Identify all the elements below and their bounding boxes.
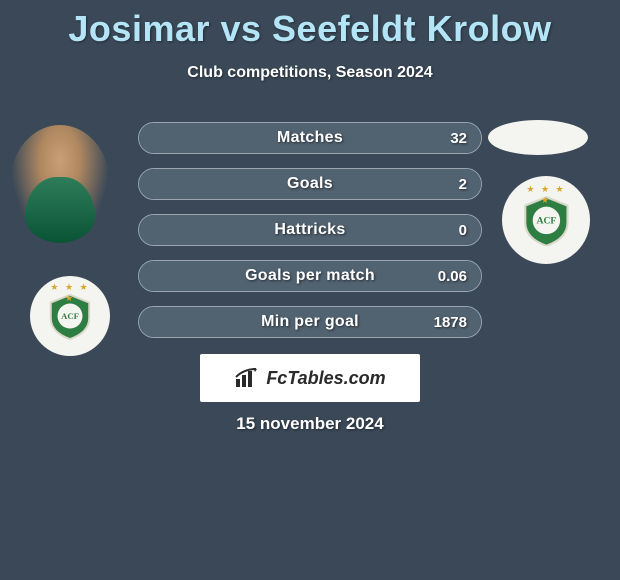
- shield-icon: ★ ★ ★ ★ ACF: [46, 292, 94, 340]
- stat-value: 2: [459, 169, 467, 199]
- stat-label: Matches: [139, 123, 481, 153]
- stat-label: Hattricks: [139, 215, 481, 245]
- club-badge-right: ★ ★ ★ ★ ACF: [502, 176, 590, 264]
- subtitle: Club competitions, Season 2024: [0, 64, 620, 82]
- chart-icon: [234, 367, 260, 389]
- jersey-sponsor: CAIXA: [30, 203, 64, 223]
- stat-label: Min per goal: [139, 307, 481, 337]
- stat-value: 0.06: [438, 261, 467, 291]
- shield-icon: ★ ★ ★ ★ ACF: [520, 194, 573, 247]
- stat-value: 0: [459, 215, 467, 245]
- stat-bar: Hattricks0: [138, 214, 482, 246]
- stars-icon: ★ ★ ★ ★: [46, 282, 94, 304]
- stat-bar: Matches32: [138, 122, 482, 154]
- stat-bar: Goals2: [138, 168, 482, 200]
- club-monogram: ACF: [536, 216, 556, 226]
- page-title: Josimar vs Seefeldt Krolow: [0, 0, 620, 50]
- stats-bars: Matches32 Goals2 Hattricks0 Goals per match…: [138, 122, 482, 352]
- player-left-photo: CAIXA: [10, 125, 110, 243]
- stat-value: 1878: [434, 307, 467, 337]
- stat-bar: Min per goal1878: [138, 306, 482, 338]
- club-badge-left: ★ ★ ★ ★ ACF: [30, 276, 110, 356]
- fctables-logo: FcTables.com: [200, 354, 420, 402]
- stars-icon: ★ ★ ★ ★: [520, 184, 573, 206]
- stat-bar: Goals per match0.06: [138, 260, 482, 292]
- club-monogram: ACF: [61, 311, 79, 321]
- stat-label: Goals: [139, 169, 481, 199]
- stat-label: Goals per match: [139, 261, 481, 291]
- player-right-photo: [488, 120, 588, 155]
- date-label: 15 november 2024: [0, 414, 620, 434]
- logo-text: FcTables.com: [266, 368, 385, 389]
- stat-value: 32: [450, 123, 467, 153]
